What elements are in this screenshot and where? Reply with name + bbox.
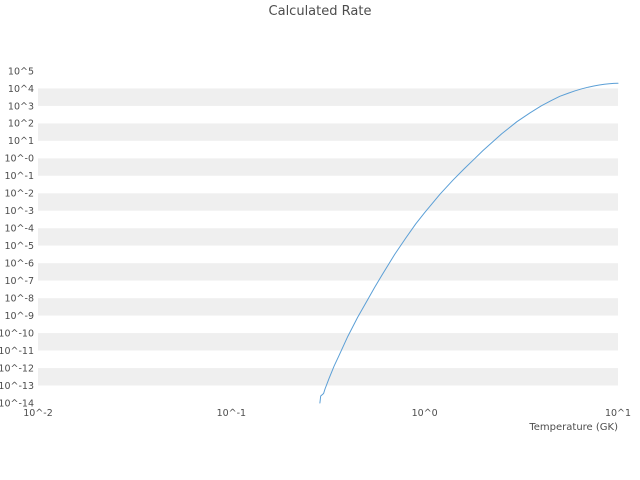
grid-band [38, 350, 618, 369]
y-tick-label: 10^3 [8, 101, 34, 112]
grid-band [38, 105, 618, 124]
rate-curve [319, 82, 619, 404]
y-tick-label: 10^-1 [4, 171, 34, 182]
y-tick-label: 10^2 [8, 119, 34, 130]
y-tick-label: 10^-4 [4, 224, 34, 235]
x-axis-label: Temperature (GK) [529, 422, 618, 433]
y-tick-label: 10^-0 [4, 154, 34, 165]
grid-band [38, 140, 618, 159]
grid-band [38, 210, 618, 229]
grid-band [38, 175, 618, 194]
y-tick-label: 10^-2 [4, 189, 34, 200]
y-tick-label: 10^-8 [4, 293, 34, 304]
x-tick-label: 10^-1 [217, 408, 247, 419]
y-tick-label: 10^-10 [0, 328, 34, 339]
grid-band [38, 228, 618, 246]
grid-band [38, 368, 618, 386]
grid-band [38, 298, 618, 316]
grid-band [38, 333, 618, 351]
x-tick-label: 10^0 [412, 408, 438, 419]
grid-band [38, 123, 618, 141]
grid-band [38, 280, 618, 299]
grid-band [38, 158, 618, 176]
x-tick-label: 10^1 [605, 408, 631, 419]
grid-band [38, 385, 618, 403]
y-tick-label: 10^-3 [4, 206, 34, 217]
grid-band [38, 193, 618, 211]
y-tick-label: 10^-12 [0, 363, 34, 374]
y-tick-label: 10^-6 [4, 259, 34, 270]
grid-band [38, 71, 618, 89]
y-tick-label: 10^-9 [4, 311, 34, 322]
grid-band [38, 245, 618, 264]
y-tick-label: 10^4 [8, 84, 34, 95]
y-tick-label: 10^1 [8, 136, 34, 147]
y-tick-label: 10^-11 [0, 346, 34, 357]
y-tick-label: 10^-14 [0, 398, 34, 409]
grid-band [38, 88, 618, 106]
y-tick-label: 10^-7 [4, 276, 34, 287]
y-tick-label: 10^-5 [4, 241, 34, 252]
grid-band [38, 315, 618, 334]
x-tick-label: 10^-2 [23, 408, 53, 419]
y-tick-label: 10^-13 [0, 381, 34, 392]
chart-title: Calculated Rate [268, 4, 372, 19]
grid-band [38, 263, 618, 281]
y-tick-label: 10^5 [8, 66, 34, 77]
